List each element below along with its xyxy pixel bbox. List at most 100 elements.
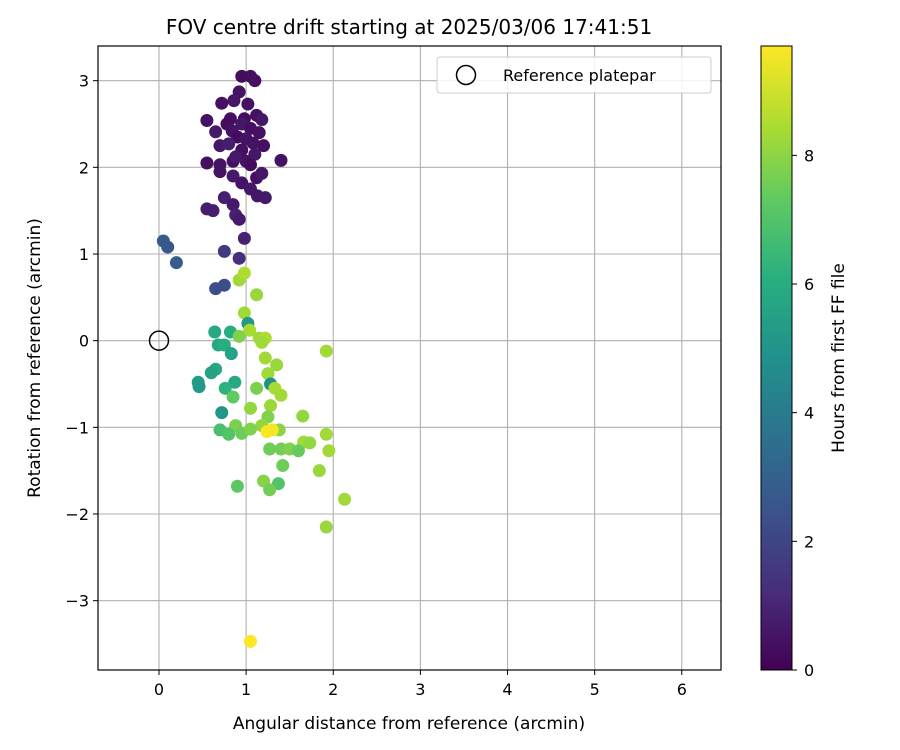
data-point xyxy=(291,444,305,458)
data-point xyxy=(213,165,227,179)
chart-title: FOV centre drift starting at 2025/03/06 … xyxy=(166,15,652,39)
data-point xyxy=(296,409,310,423)
colorbar-tick-label: 6 xyxy=(804,275,814,294)
data-point xyxy=(237,306,251,320)
y-tick-label: 0 xyxy=(79,332,89,351)
x-tick-label: 0 xyxy=(154,680,164,699)
data-point xyxy=(228,375,242,389)
data-point xyxy=(243,158,257,172)
data-point xyxy=(229,150,243,164)
data-point xyxy=(215,96,229,110)
data-point xyxy=(322,444,336,458)
data-point xyxy=(250,381,264,395)
data-point xyxy=(224,347,238,361)
reference-legend-marker xyxy=(455,64,477,86)
data-point xyxy=(169,256,183,270)
colorbar-tick-label: 8 xyxy=(804,146,814,165)
colorbar-label: Hours from first FF file xyxy=(829,263,849,453)
x-tick-label: 5 xyxy=(590,680,600,699)
data-point xyxy=(218,381,232,395)
data-point xyxy=(161,240,175,254)
data-point xyxy=(232,251,246,265)
data-point xyxy=(319,520,333,534)
y-tick-label: 2 xyxy=(79,158,89,177)
data-point xyxy=(319,427,333,441)
grid xyxy=(98,46,721,670)
x-tick-label: 6 xyxy=(677,680,687,699)
colorbar-tick-label: 0 xyxy=(804,661,814,680)
data-point xyxy=(263,442,277,456)
legend-entry-reference: Reference platepar xyxy=(503,66,656,85)
data-point xyxy=(257,139,271,153)
y-axis-label: Rotation from reference (arcmin) xyxy=(25,218,45,498)
data-point xyxy=(255,335,269,349)
data-point xyxy=(250,288,264,302)
colorbar-gradient xyxy=(760,45,793,671)
data-point xyxy=(208,325,222,339)
data-point xyxy=(248,74,262,88)
x-tick-label: 3 xyxy=(415,680,425,699)
data-point xyxy=(217,278,231,292)
data-point xyxy=(237,231,251,245)
data-point xyxy=(338,492,352,506)
data-point xyxy=(215,406,229,420)
data-point xyxy=(246,136,260,150)
data-point xyxy=(232,329,246,343)
data-point xyxy=(217,191,231,205)
data-point xyxy=(312,464,326,478)
colorbar: 0 2 4 6 8 Hours from first FF file xyxy=(760,45,849,680)
y-tick-label: 1 xyxy=(79,245,89,264)
data-point xyxy=(227,94,241,108)
reference-marker-layer xyxy=(148,330,170,351)
data-point xyxy=(255,166,269,180)
y-tick-label: −2 xyxy=(65,505,89,524)
data-point xyxy=(274,153,288,167)
data-point xyxy=(217,244,231,258)
colorbar-ticks: 0 2 4 6 8 xyxy=(792,146,814,680)
colorbar-tick-label: 2 xyxy=(804,532,814,551)
legend-box xyxy=(436,56,712,94)
colorbar-tick-label: 4 xyxy=(804,404,814,423)
data-point xyxy=(241,97,255,111)
data-point xyxy=(243,401,257,415)
data-point xyxy=(270,358,284,372)
data-point xyxy=(200,156,214,170)
data-point xyxy=(226,198,240,212)
data-point xyxy=(248,147,262,161)
data-point xyxy=(276,458,290,472)
data-point xyxy=(264,399,278,413)
data-point xyxy=(243,634,257,648)
data-point xyxy=(243,422,257,436)
data-point xyxy=(263,483,277,497)
data-point xyxy=(265,423,279,437)
x-axis-ticks: 0 1 2 3 4 5 6 xyxy=(154,670,687,699)
plot-frame xyxy=(97,45,722,671)
data-point xyxy=(237,266,251,280)
x-tick-label: 1 xyxy=(241,680,251,699)
data-point xyxy=(232,212,246,226)
data-point xyxy=(226,169,240,183)
data-point xyxy=(200,114,214,128)
data-point xyxy=(258,191,272,205)
data-point xyxy=(230,479,244,493)
data-point xyxy=(226,390,240,404)
data-point xyxy=(258,351,272,365)
data-point xyxy=(222,137,236,151)
y-tick-label: −3 xyxy=(65,592,89,611)
data-point xyxy=(252,126,266,140)
data-point xyxy=(274,388,288,402)
data-points xyxy=(156,69,352,648)
y-tick-label: −1 xyxy=(65,418,89,437)
x-tick-label: 2 xyxy=(328,680,338,699)
data-point xyxy=(217,338,231,352)
data-point xyxy=(303,436,317,450)
x-tick-label: 4 xyxy=(502,680,512,699)
data-point xyxy=(222,427,236,441)
data-point xyxy=(243,323,257,337)
x-axis-label: Angular distance from reference (arcmin) xyxy=(233,714,585,734)
data-point xyxy=(255,113,269,127)
data-point xyxy=(319,344,333,358)
data-point xyxy=(206,204,220,218)
data-point xyxy=(204,366,218,380)
